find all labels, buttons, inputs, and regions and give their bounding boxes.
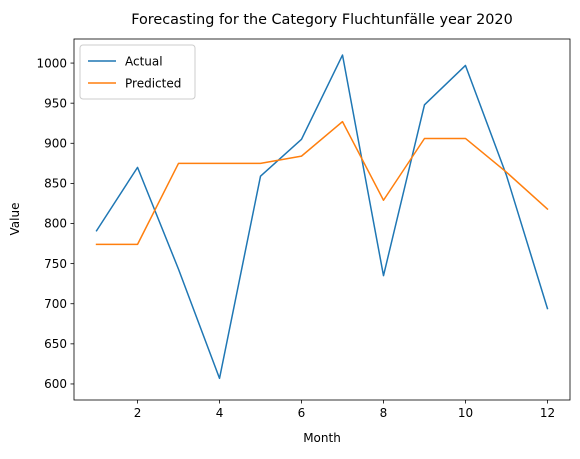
x-tick-label: 12 xyxy=(540,406,555,420)
y-tick-label: 600 xyxy=(44,377,67,391)
x-tick-label: 8 xyxy=(380,406,388,420)
legend: Actual Predicted xyxy=(79,44,196,100)
x-tick-label: 4 xyxy=(216,406,224,420)
legend-label-predicted: Predicted xyxy=(125,77,181,91)
y-tick-label: 850 xyxy=(44,177,67,191)
y-tick-label: 700 xyxy=(44,297,67,311)
axes-border xyxy=(73,38,571,401)
legend-label-actual: Actual xyxy=(125,55,163,69)
chart-title: Forecasting for the Category Fluchtunfäl… xyxy=(131,12,513,28)
series-layer xyxy=(95,54,549,380)
x-axis-label: Month xyxy=(303,431,341,445)
y-axis-ticks: 600 650 700 750 800 850 900 950 1000 xyxy=(36,56,74,391)
y-tick-label: 950 xyxy=(44,96,67,110)
y-axis-label: Value xyxy=(8,203,22,236)
y-tick-label: 900 xyxy=(44,136,67,150)
y-tick-label: 750 xyxy=(44,257,67,271)
x-tick-label: 2 xyxy=(134,406,142,420)
x-axis-ticks: 2 4 6 8 10 12 xyxy=(134,400,555,420)
series-line-actual xyxy=(95,54,549,380)
series-line-predicted xyxy=(95,120,549,246)
y-tick-label: 1000 xyxy=(36,56,67,70)
legend-box xyxy=(79,44,196,100)
x-tick-label: 6 xyxy=(298,406,306,420)
y-tick-label: 650 xyxy=(44,337,67,351)
axes-frame xyxy=(73,38,571,401)
x-tick-label: 10 xyxy=(458,406,473,420)
y-tick-label: 800 xyxy=(44,217,67,231)
